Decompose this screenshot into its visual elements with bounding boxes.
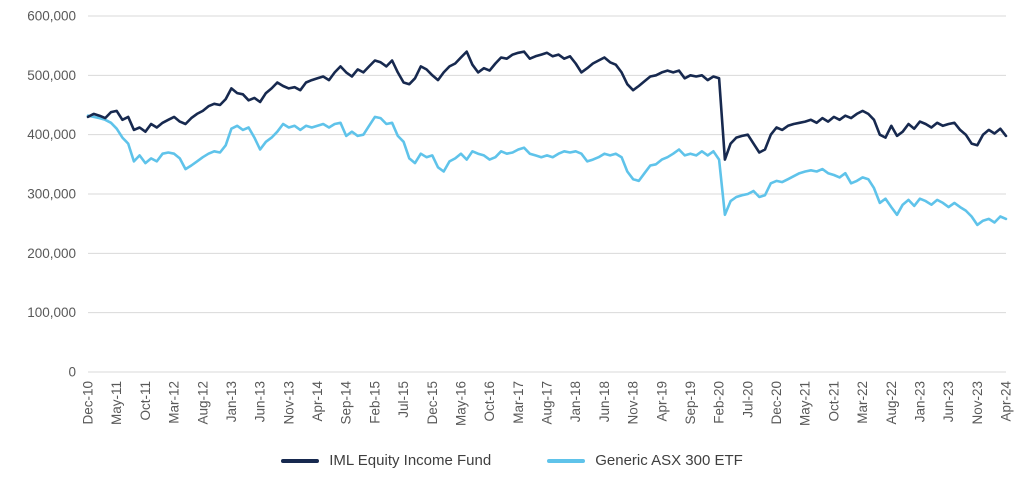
x-tick-label: May-11 [109, 381, 124, 425]
y-tick-label: 400,000 [27, 127, 76, 142]
x-tick-label: Nov-23 [970, 381, 985, 425]
x-tick-label: Oct-16 [482, 381, 497, 422]
legend-label-asx: Generic ASX 300 ETF [595, 452, 743, 469]
x-tick-label: Jan-23 [912, 381, 927, 422]
legend-label-iml: IML Equity Income Fund [329, 452, 492, 469]
x-tick-label: Jun-23 [941, 381, 956, 422]
x-tick-label: Jul-20 [740, 381, 755, 418]
x-tick-label: Dec-20 [769, 381, 784, 425]
x-tick-label: Mar-22 [855, 381, 870, 424]
x-tick-label: Sep-19 [683, 381, 698, 425]
legend: IML Equity Income Fund Generic ASX 300 E… [0, 452, 1024, 469]
line-chart: 0 100,000 200,000 300,000 400,000 500,000 600,… [27, 9, 1014, 427]
series-line-iml [86, 50, 1008, 161]
x-tick-label: Jan-13 [224, 381, 239, 422]
y-tick-label: 200,000 [27, 246, 76, 261]
legend-item-iml: IML Equity Income Fund [281, 452, 491, 469]
legend-item-asx: Generic ASX 300 ETF [547, 452, 743, 469]
x-tick-label: Jul-15 [396, 381, 411, 418]
x-tick-label: Feb-15 [367, 381, 382, 424]
x-tick-label: Oct-11 [138, 381, 153, 421]
y-tick-label: 500,000 [27, 68, 76, 83]
x-tick-label: Apr-19 [654, 381, 669, 422]
x-tick-label: Apr-14 [310, 381, 325, 422]
iml-line-swatch [281, 458, 320, 463]
x-tick-label: Sep-14 [339, 381, 354, 425]
y-tick-label: 300,000 [27, 187, 76, 202]
x-tick-label: Mar-12 [167, 381, 182, 424]
x-tick-label: May-16 [453, 381, 468, 426]
x-tick-label: Jun-13 [253, 381, 268, 422]
x-tick-label: Oct-21 [826, 381, 841, 422]
x-tick-label: May-21 [798, 381, 813, 426]
x-tick-label: Nov-18 [626, 381, 641, 425]
x-tick-label: Apr-24 [999, 381, 1014, 422]
x-tick-label: Dec-15 [425, 381, 440, 425]
y-tick-label: 100,000 [27, 305, 76, 320]
y-tick-label: 0 [68, 365, 76, 380]
x-tick-label: Aug-17 [540, 381, 555, 425]
asx-line-swatch [547, 458, 586, 463]
x-tick-label: Aug-22 [884, 381, 899, 425]
x-tick-label: Aug-12 [195, 381, 210, 425]
y-tick-label: 600,000 [27, 9, 76, 24]
x-tick-label: Nov-13 [281, 381, 296, 425]
x-tick-label: Mar-17 [511, 381, 526, 424]
series-line-asx [86, 114, 1008, 227]
x-tick-label: Jun-18 [597, 381, 612, 422]
x-tick-label: Dec-10 [81, 381, 96, 425]
x-tick-label: Feb-20 [712, 381, 727, 424]
x-tick-label: Jan-18 [568, 381, 583, 422]
